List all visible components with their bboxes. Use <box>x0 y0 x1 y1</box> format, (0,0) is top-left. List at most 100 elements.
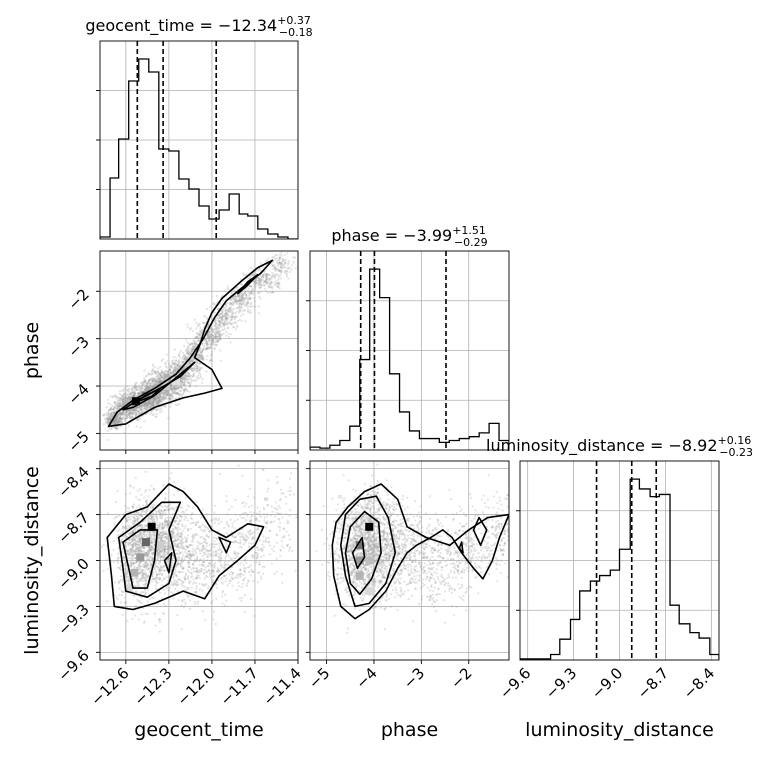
scatter-point <box>136 392 139 395</box>
scatter-point <box>117 419 120 422</box>
scatter-point <box>154 403 157 406</box>
scatter-point <box>275 279 278 282</box>
scatter-point <box>123 397 126 400</box>
scatter-point <box>135 406 139 409</box>
scatter-point <box>180 370 183 373</box>
scatter-point <box>149 402 152 405</box>
scatter-point <box>151 504 154 507</box>
scatter-point <box>140 381 143 384</box>
scatter-point <box>172 363 175 366</box>
scatter-point <box>149 385 152 388</box>
scatter-point <box>112 408 115 411</box>
scatter-point <box>117 414 120 417</box>
scatter-point <box>195 322 198 325</box>
scatter-point <box>123 387 126 390</box>
scatter-point <box>152 400 155 404</box>
scatter-point <box>154 397 157 400</box>
scatter-point <box>125 385 128 388</box>
scatter-point <box>125 410 128 413</box>
scatter-point <box>125 409 128 412</box>
scatter-point <box>150 405 153 408</box>
scatter-point <box>157 381 160 384</box>
scatter-point <box>153 402 156 405</box>
scatter-point <box>127 518 130 521</box>
scatter-point <box>224 310 227 313</box>
scatter-point <box>157 395 161 398</box>
scatter-point <box>178 365 181 368</box>
scatter-point <box>243 297 247 300</box>
scatter-point <box>114 421 117 424</box>
scatter-point <box>143 402 146 406</box>
scatter-point <box>151 400 155 404</box>
scatter-point <box>279 265 282 268</box>
scatter-point <box>136 392 140 395</box>
scatter-point <box>114 427 117 430</box>
scatter-point <box>132 410 135 414</box>
scatter-point <box>115 419 118 422</box>
scatter-point <box>137 391 140 395</box>
scatter-point <box>113 419 116 423</box>
scatter-point <box>287 262 290 265</box>
scatter-point <box>283 253 286 257</box>
scatter-point <box>154 366 157 369</box>
scatter-point <box>197 354 200 357</box>
scatter-point <box>213 320 217 323</box>
scatter-point <box>157 367 160 370</box>
scatter-point <box>159 399 162 403</box>
scatter-point <box>170 384 173 388</box>
scatter-point <box>229 333 232 336</box>
scatter-point <box>156 401 159 404</box>
scatter-point <box>153 397 156 400</box>
scatter-point <box>157 400 161 403</box>
scatter-point <box>131 562 135 565</box>
scatter-point <box>148 387 152 390</box>
scatter-point <box>162 393 165 396</box>
scatter-point <box>155 402 158 405</box>
scatter-point <box>161 397 164 401</box>
scatter-point <box>283 266 287 269</box>
scatter-point <box>138 413 141 416</box>
scatter-point <box>280 262 283 265</box>
scatter-point <box>113 539 116 543</box>
scatter-point <box>148 488 151 492</box>
scatter-point <box>135 412 138 415</box>
scatter-point <box>144 402 147 405</box>
scatter-point <box>134 407 137 410</box>
scatter-point <box>114 395 117 398</box>
scatter-point <box>129 492 132 495</box>
scatter-point <box>116 415 119 418</box>
scatter-point <box>148 402 151 405</box>
scatter-point <box>129 408 132 411</box>
scatter-point <box>206 317 209 320</box>
scatter-point <box>141 384 144 387</box>
scatter-point <box>151 380 154 383</box>
scatter-point <box>145 500 148 503</box>
scatter-point <box>160 410 163 413</box>
scatter-point <box>160 391 164 394</box>
scatter-point <box>131 391 134 394</box>
scatter-point <box>143 388 146 391</box>
scatter-point <box>177 386 180 389</box>
scatter-point <box>114 427 117 430</box>
scatter-point <box>117 404 120 408</box>
scatter-point <box>173 388 176 391</box>
scatter-point <box>147 388 151 391</box>
scatter-point <box>155 521 159 524</box>
scatter-point <box>169 384 172 387</box>
scatter-point <box>171 388 175 391</box>
scatter-point <box>160 380 163 383</box>
scatter-point <box>107 402 110 405</box>
scatter-point <box>133 385 136 388</box>
scatter-point <box>122 410 125 413</box>
scatter-point <box>105 421 108 424</box>
scatter-point <box>156 397 159 400</box>
scatter-point <box>135 418 139 421</box>
scatter-point <box>116 417 120 420</box>
scatter-point <box>154 397 157 400</box>
scatter-point <box>252 289 255 292</box>
scatter-point <box>121 394 125 397</box>
scatter-point <box>234 328 237 331</box>
scatter-point <box>120 418 123 421</box>
scatter-point <box>186 352 189 355</box>
scatter-point <box>148 400 151 403</box>
